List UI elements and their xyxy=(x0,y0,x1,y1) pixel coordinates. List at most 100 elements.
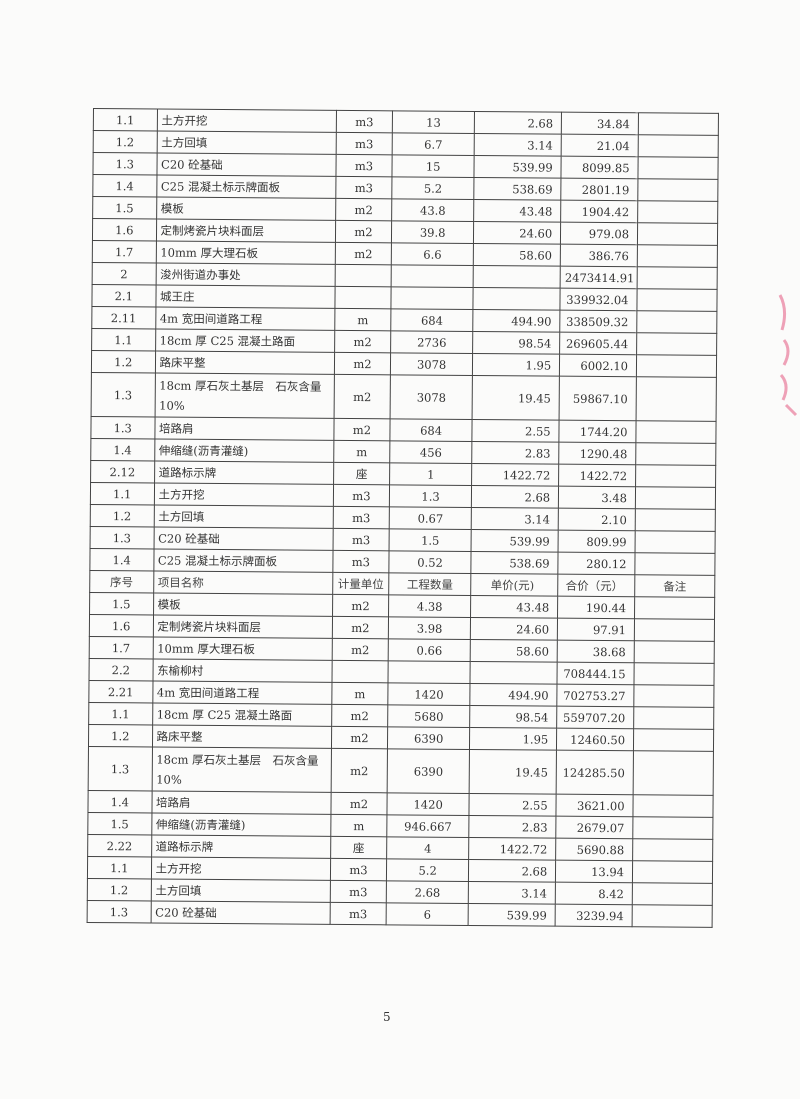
cell-unit: m3 xyxy=(333,484,390,507)
cell-price xyxy=(470,661,558,685)
cell-note xyxy=(632,816,713,840)
cell-seq: 2.2 xyxy=(89,658,153,681)
cell-seq: 1.5 xyxy=(92,196,157,219)
cell-unit xyxy=(334,286,392,309)
cell-total: 3621.00 xyxy=(556,794,634,817)
cell-total: 1290.48 xyxy=(558,442,636,465)
cell-note xyxy=(632,882,713,906)
cell-seq: 1.6 xyxy=(92,218,157,241)
cell-price: 2.68 xyxy=(468,859,556,883)
cell-total: 559707.20 xyxy=(556,706,634,729)
cell-unit: m2 xyxy=(334,330,391,353)
cell-note xyxy=(633,706,714,730)
cell-seq: 1.2 xyxy=(90,504,154,527)
cell-seq: 2.1 xyxy=(91,284,156,307)
cell-seq: 1.3 xyxy=(90,526,154,549)
table-body: 1.1 土方开挖 m3 13 2.68 34.84 1.2 土方回填 m3 6.7 3.14 21.0… xyxy=(87,108,719,928)
cell-qty: 43.8 xyxy=(391,198,474,222)
cell-total: 34.84 xyxy=(561,112,639,135)
cell-seq: 1.2 xyxy=(93,130,157,154)
cell-unit: m3 xyxy=(336,110,393,133)
cell-note xyxy=(632,794,714,818)
cell-price: 538.69 xyxy=(470,551,559,575)
cell-seq: 1.3 xyxy=(90,416,155,439)
cell-total: 1904.42 xyxy=(560,200,638,223)
cell-price: 2.55 xyxy=(469,793,557,817)
cell-qty: 2736 xyxy=(390,330,473,354)
cell-qty: 13 xyxy=(392,110,475,134)
cell-qty: 0.52 xyxy=(389,550,472,574)
cell-unit: m3 xyxy=(332,528,390,551)
cell-unit: m2 xyxy=(332,616,389,639)
cell-seq: 2 xyxy=(92,262,156,285)
cell-unit: m3 xyxy=(335,132,393,155)
cell-note xyxy=(636,310,717,334)
cell-price: 2.68 xyxy=(471,485,559,509)
table-row: 1.3 18cm 厚石灰土基层 石灰含量10% m2 6390 19.45 124285.… xyxy=(88,746,714,796)
cell-price: 3.14 xyxy=(471,507,559,531)
cell-qty: 3078 xyxy=(390,352,473,376)
cell-price: 24.60 xyxy=(470,617,558,641)
cell-note xyxy=(636,288,718,312)
cell-unit: m xyxy=(334,308,392,331)
cell-unit: m2 xyxy=(331,704,388,727)
cell-price: 538.69 xyxy=(473,177,562,201)
cell-total: 8099.85 xyxy=(561,156,639,179)
cell-seq: 1.2 xyxy=(88,724,153,747)
cell-total: 3.48 xyxy=(558,486,636,509)
header-total: 合价（元） xyxy=(557,574,635,597)
cell-qty: 4 xyxy=(386,836,469,860)
cell-note xyxy=(634,552,716,576)
cell-seq: 2.12 xyxy=(90,460,155,483)
cell-price: 494.90 xyxy=(472,309,561,333)
cell-total: 708444.15 xyxy=(557,662,635,685)
cell-price xyxy=(473,265,561,289)
cell-name: C20 砼基础 xyxy=(156,153,336,177)
cell-name: C20 砼基础 xyxy=(153,526,334,551)
cell-qty: 1420 xyxy=(387,682,471,706)
header-seq: 序号 xyxy=(89,570,154,593)
cell-qty: 39.8 xyxy=(391,220,474,244)
cell-unit: m2 xyxy=(335,198,392,221)
cell-qty: 5680 xyxy=(387,704,470,728)
cell-price: 58.60 xyxy=(473,243,561,267)
cell-unit: m xyxy=(333,440,391,463)
header-unit: 计量单位 xyxy=(332,572,390,595)
cell-note xyxy=(632,838,713,862)
cell-name: 18cm 厚 C25 混凝土路面 xyxy=(152,702,332,727)
cell-name: 东榆柳村 xyxy=(152,658,332,683)
cell-unit xyxy=(334,264,392,287)
cell-price: 2.68 xyxy=(474,111,562,135)
cell-unit: m2 xyxy=(330,748,388,793)
cell-price: 24.60 xyxy=(473,221,561,245)
cell-unit: m2 xyxy=(335,242,392,265)
cell-total: 97.91 xyxy=(557,618,635,641)
cell-name: 浚州街道办事处 xyxy=(155,262,336,287)
cell-qty: 3.98 xyxy=(388,616,471,640)
cell-note xyxy=(635,420,717,444)
cell-name: 18cm 厚石灰土基层 石灰含量10% xyxy=(154,372,335,419)
cell-qty: 1420 xyxy=(387,792,470,816)
cell-qty: 6390 xyxy=(387,748,470,794)
cell-price: 98.54 xyxy=(469,705,558,729)
cell-note xyxy=(634,596,715,620)
cell-unit: m xyxy=(330,814,388,837)
cell-name: 4m 宽田间道路工程 xyxy=(155,306,335,331)
cell-total: 124285.50 xyxy=(556,750,634,795)
cell-name: 道路标示牌 xyxy=(151,834,331,859)
cell-qty: 3078 xyxy=(390,374,473,420)
cell-seq: 1.6 xyxy=(89,614,154,637)
cell-seq: 1.1 xyxy=(90,482,155,505)
cell-price: 19.45 xyxy=(472,375,560,421)
table-row: 1.3 18cm 厚石灰土基层 石灰含量10% m2 3078 19.45 59867.1… xyxy=(91,372,717,422)
cell-note xyxy=(635,442,716,466)
header-note: 备注 xyxy=(634,574,715,598)
cell-price: 3.14 xyxy=(474,133,562,157)
cell-unit: m2 xyxy=(333,374,391,419)
cell-total: 2801.19 xyxy=(560,178,638,201)
cell-note xyxy=(635,486,716,510)
cell-note xyxy=(633,728,714,752)
cell-unit: m3 xyxy=(335,176,393,199)
cell-total: 2.10 xyxy=(558,508,636,531)
cell-name: 18cm 厚石灰土基层 石灰含量10% xyxy=(151,746,332,793)
